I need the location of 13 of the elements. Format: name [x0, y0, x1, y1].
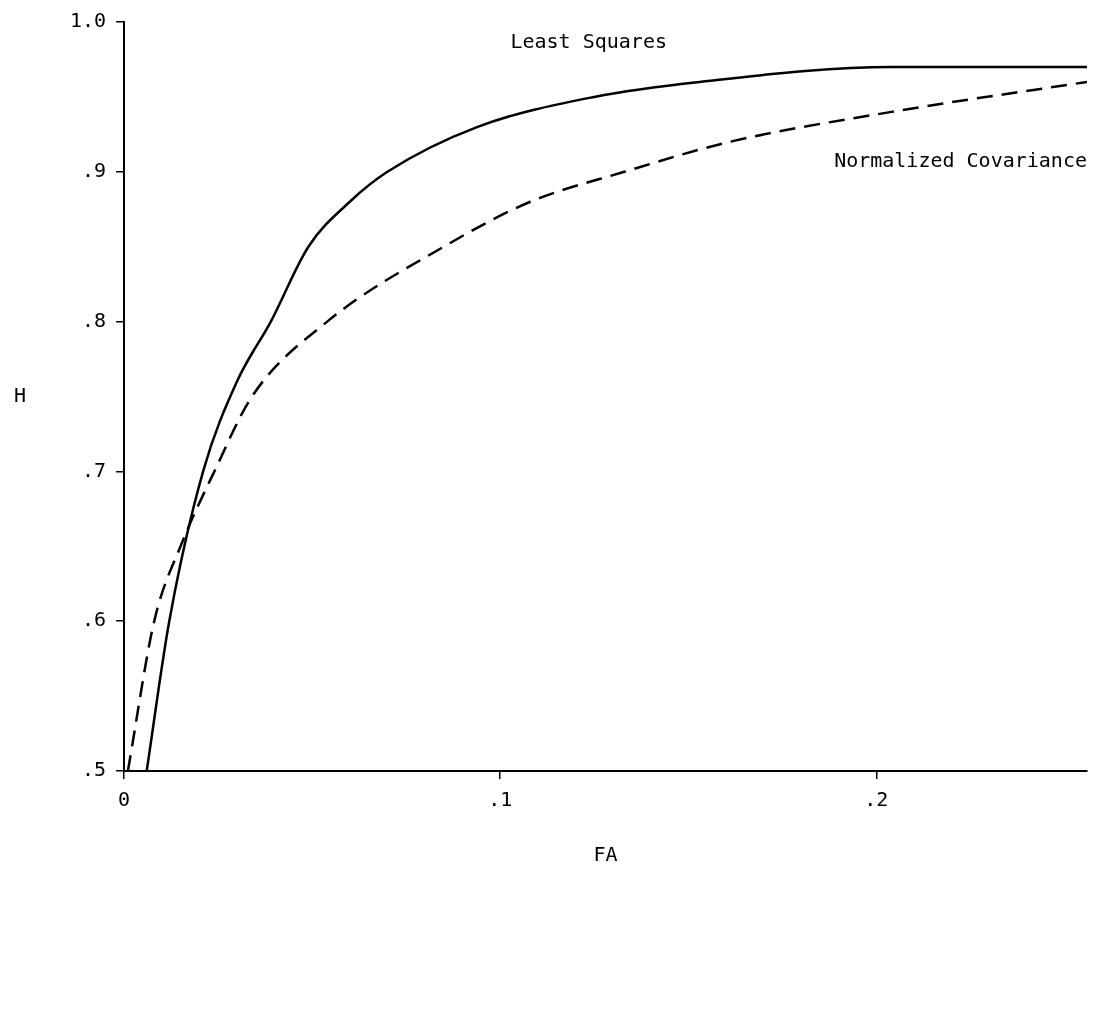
series-label: Normalized Covariance: [834, 148, 1087, 173]
y-tick-label: .7: [82, 457, 107, 482]
x-tick-label: 0: [118, 787, 131, 812]
y-axis-title: H: [13, 382, 27, 407]
y-tick-label: .5: [82, 757, 107, 782]
x-axis-title: FA: [593, 842, 618, 867]
x-tick-label: .2: [864, 787, 889, 812]
y-tick-label: 1.0: [70, 8, 107, 33]
y-tick-label: .9: [82, 158, 107, 182]
y-tick-label: .8: [82, 307, 107, 332]
series-label: Least Squares: [510, 29, 667, 54]
x-tick-label: .1: [488, 787, 513, 812]
y-tick-label: .6: [82, 607, 107, 632]
